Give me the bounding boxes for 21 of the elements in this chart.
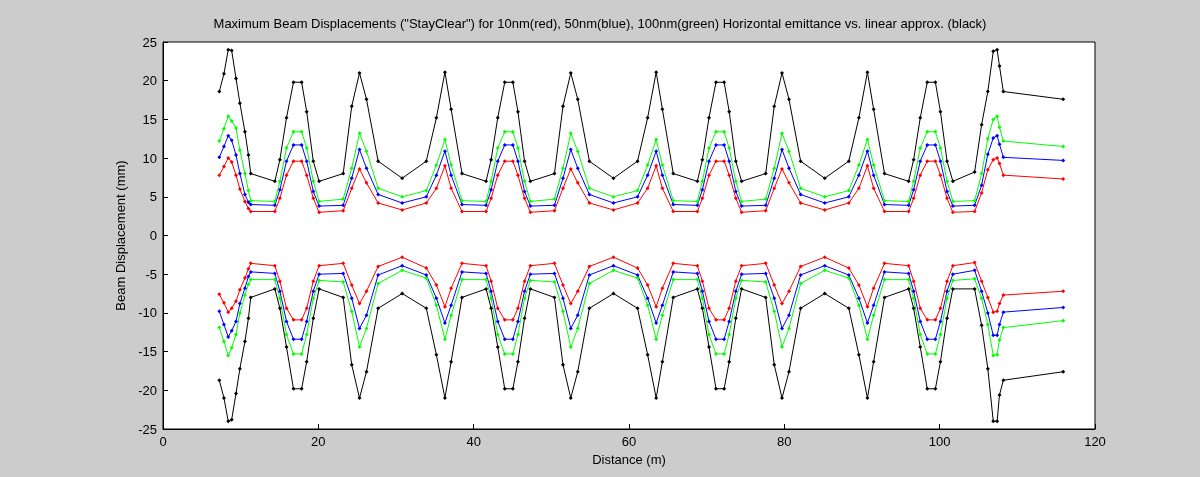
y-tick-label: -10 [138, 305, 157, 321]
y-tick-label: 25 [142, 34, 157, 50]
y-tick-label: -15 [138, 344, 157, 360]
x-tick-label: 60 [621, 434, 637, 449]
y-tick-label: 0 [149, 228, 157, 243]
x-tick-label: 0 [159, 434, 167, 449]
x-tick-label: 40 [466, 434, 481, 449]
y-tick-label: 15 [142, 111, 157, 127]
y-tick-label: -5 [145, 266, 157, 282]
y-axis-title: Beam Displacement (mm) [113, 160, 129, 311]
x-tick-label: 80 [777, 434, 792, 449]
x-tick-label: 20 [311, 434, 326, 449]
x-axis-title: Distance (m) [592, 451, 666, 467]
y-tick-label: 20 [142, 73, 157, 89]
y-tick-label: 10 [142, 150, 157, 166]
x-tick-label: 120 [1084, 434, 1106, 449]
x-tick-label: 100 [928, 434, 951, 449]
y-tick-label: 5 [149, 189, 157, 205]
chart-title: Maximum Beam Displacements ("StayClear") for 10nm(red), 50nm(blue), 100nm(green) Horizontal emittance vs. linear approx. (black) [213, 16, 987, 31]
y-tick-label: -20 [138, 382, 157, 398]
y-tick-label: -25 [138, 421, 157, 437]
